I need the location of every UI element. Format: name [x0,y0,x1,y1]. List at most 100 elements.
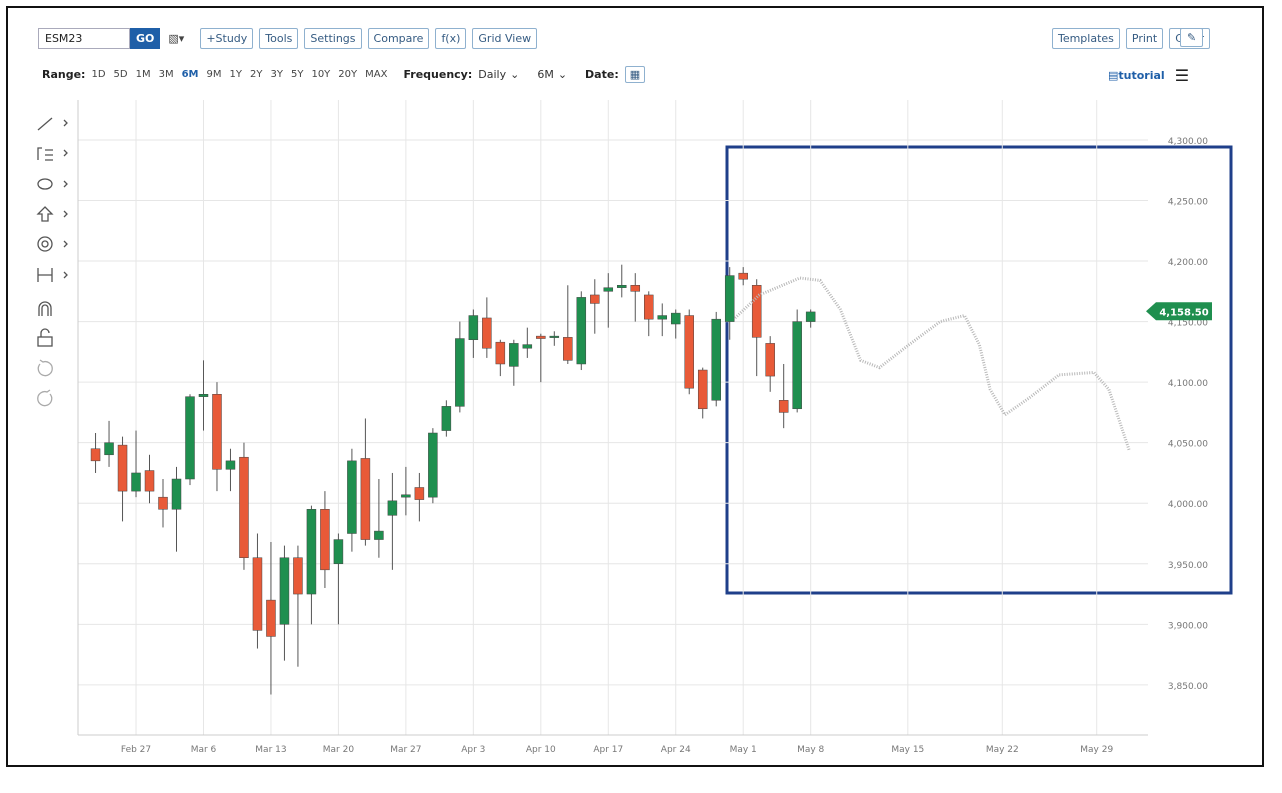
frequency-label: Frequency: [403,68,473,81]
date-label: Date: [585,68,619,81]
y-tick-label: 4,100.00 [1168,379,1208,389]
candle-body [225,460,236,470]
toolbar-button[interactable]: Tools [259,28,299,49]
candle-body [131,472,141,492]
x-tick-label: Mar 13 [255,745,286,755]
candle-body [374,530,384,540]
range-option[interactable]: 6M [181,69,199,80]
range-option[interactable]: 1Y [229,69,242,80]
candle-body [495,341,506,365]
toolbar-button[interactable]: f(x) [435,28,467,49]
last-price-label: 4,158.50 [1159,307,1208,318]
y-tick-label: 4,200.00 [1168,258,1208,268]
y-tick-label: 3,850.00 [1168,682,1208,692]
range-option[interactable]: 2Y [250,69,263,80]
toolbar-button[interactable]: Templates [1051,28,1120,49]
candle-body [117,444,128,492]
candle-body [320,509,330,571]
frequency[interactable]: Daily [478,68,507,81]
calendar-button[interactable]: ▦ [624,66,646,83]
range-bar: Range: 1D 5D 1M 3M 6M 9M 1Y 2Y 3Y 5Y 10Y 20Y MAX Fre… [42,66,651,83]
candle-body [252,557,263,631]
range-option[interactable]: 20Y [338,69,358,80]
dropdown-icon[interactable]: ⌄ [510,68,520,81]
range-label: Range: [42,68,86,81]
candle-body [509,343,519,367]
toolbar-button[interactable]: Settings [304,28,362,49]
x-tick-label: Mar 6 [191,745,217,755]
go-button[interactable]: GO [130,28,161,49]
candle-body [414,487,425,500]
tutorial-link[interactable]: ▤tutorial [1108,69,1165,82]
candle-body [792,321,802,410]
toolbar-button[interactable]: Grid View [472,28,538,49]
candle-body [90,448,101,462]
dropdown-icon[interactable]: ⌄ [557,68,568,81]
candle-body [455,338,465,407]
range-option[interactable]: 3Y [270,69,283,80]
x-tick-label: May 15 [891,745,924,755]
candle-body [347,460,357,534]
candle-body [198,394,209,397]
tutorial-text[interactable]: tutorial [1118,69,1165,82]
x-tick-label: May 8 [797,745,824,755]
range-option[interactable]: 1D [91,69,106,80]
candle-body [428,432,438,498]
drawing-tools[interactable] [36,117,68,407]
chart-type-icon[interactable]: ▧▾ [168,32,185,45]
candle-body [711,318,721,401]
range-option[interactable]: 1M [135,69,151,80]
toolbar-button[interactable]: Print [1125,28,1164,49]
x-tick-label: Apr 10 [526,745,556,755]
highlight-box [725,145,1233,595]
candle-body [239,456,249,558]
candle-body [670,312,681,325]
candle-body [401,494,411,498]
candle-body [765,343,775,377]
candle-body [738,272,748,280]
candle-body [630,285,641,292]
symbol-input[interactable]: ESM23 [38,28,130,49]
candle-body [212,394,222,470]
candle-body [387,500,398,516]
last-price-tag [1146,302,1212,321]
y-tick-label: 4,150.00 [1168,319,1208,329]
candle-body [279,557,290,625]
toolbar-button[interactable]: Compare [367,28,430,49]
candle-body [333,539,344,565]
candle-body [590,294,600,304]
x-tick-label: Mar 27 [390,745,421,755]
toolbar-button[interactable]: +Study [200,28,254,49]
x-tick-label: May 29 [1080,745,1113,755]
range-option[interactable]: 5D [113,69,128,80]
range-option[interactable]: 3M [158,69,174,80]
candle-body [536,335,546,339]
menu-icon[interactable]: ☰ [1174,66,1190,85]
range-option[interactable]: 9M [206,69,222,80]
grid [78,100,1148,735]
candle-body [171,478,182,510]
candle-body [603,287,614,292]
candle-body [684,315,694,389]
y-tick-label: 4,250.00 [1168,198,1208,208]
y-tick-label: 4,300.00 [1168,137,1208,147]
candle-body [293,557,303,595]
projection-line [734,276,1131,451]
y-tick-label: 3,900.00 [1168,621,1208,631]
draw-button[interactable]: ✎ [1180,28,1204,47]
range-option[interactable]: 5Y [290,69,304,80]
range-option[interactable]: 10Y [311,69,331,80]
candle-body [563,337,573,361]
candle-body [522,344,533,349]
candle-body [482,317,492,349]
candle-body [104,442,114,456]
period[interactable]: 6M [537,68,554,81]
range-option[interactable]: MAX [365,69,388,80]
tutorial-area: ▤tutorial ☰ [1108,66,1189,85]
candle-body [657,315,667,320]
candle-body [144,470,155,492]
candle-body [306,509,317,595]
frame [6,6,1264,767]
